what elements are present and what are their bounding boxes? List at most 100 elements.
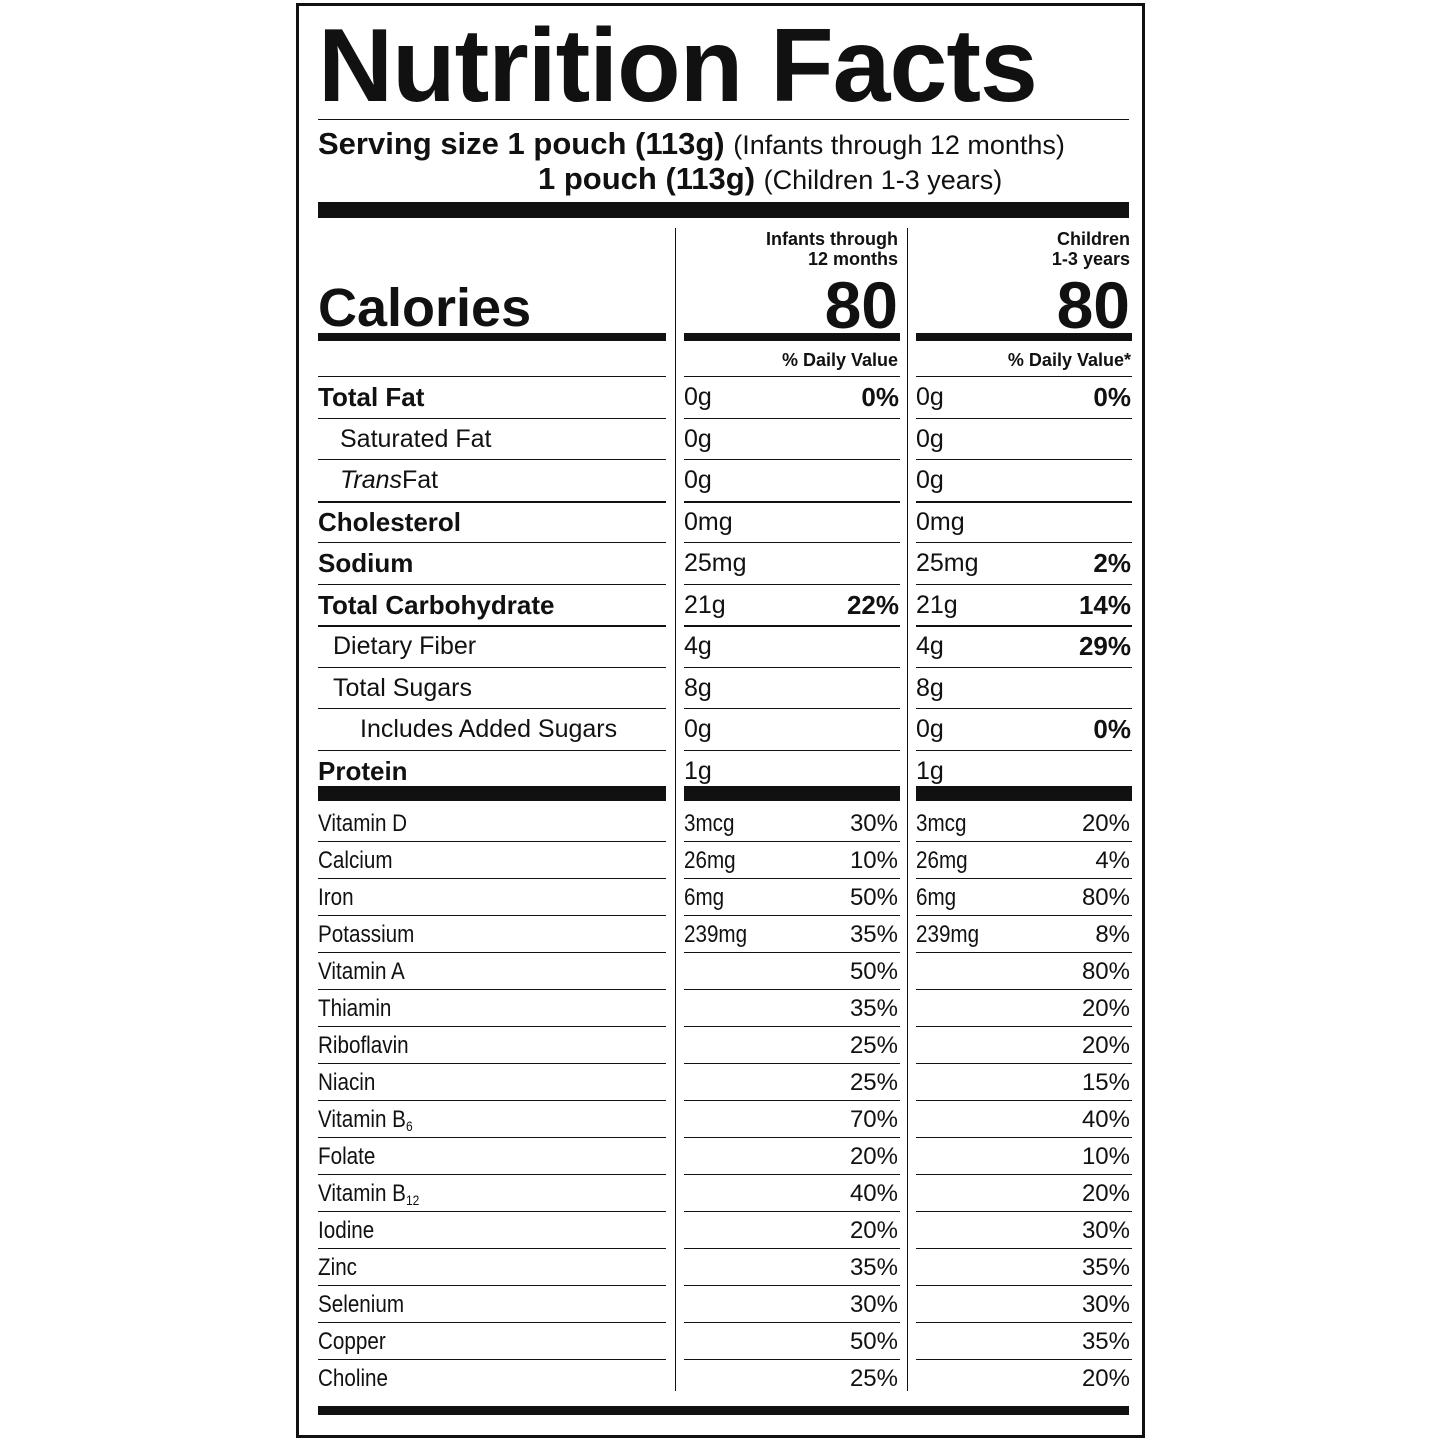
nutrient-label: Dietary Fiber (333, 632, 477, 660)
vitamin-label-text: Copper (318, 1328, 386, 1355)
vitamin-percent-children: 20% (1081, 1365, 1130, 1392)
vitamin-percent-children: 30% (1081, 1291, 1130, 1318)
nutrient-percent-children: 0% (1093, 714, 1131, 744)
vitamin-label-text: Vitamin A (318, 958, 405, 985)
nutrient-amount-infants: 25mg (684, 549, 747, 577)
vitamin-label-text: Calcium (318, 847, 393, 874)
vitamin-amount-children: 6mg (916, 884, 957, 911)
vitamin-thick-divider-label (318, 786, 666, 801)
vitamin-label-subscript: 6 (405, 1118, 413, 1134)
daily-value-divider (318, 376, 666, 377)
vitamin-divider (318, 989, 666, 990)
vitamin-divider (318, 915, 666, 916)
vitamin-label-text: Thiamin (318, 995, 392, 1022)
vitamin-divider (684, 1248, 900, 1249)
vitamin-label-text: Iron (318, 884, 354, 911)
vitamin-row: Folate 20% 10% (0, 1138, 1445, 1175)
vitamin-percent-infants: 50% (849, 884, 898, 911)
vitamin-percent-infants: 25% (849, 1365, 898, 1392)
nutrient-amount-children: 21g (916, 590, 958, 619)
nutrient-amount-children: 4g (916, 632, 944, 660)
vitamin-percent-children: 15% (1081, 1069, 1130, 1096)
nutrient-divider (318, 500, 666, 503)
nutrient-divider (916, 542, 1132, 543)
vitamin-percent-children: 35% (1081, 1328, 1130, 1355)
nutrient-divider (684, 708, 900, 709)
nutrient-label: Includes Added Sugars (360, 715, 618, 743)
calories-infants: 80 (824, 268, 898, 342)
vitamin-label-text: Potassium (318, 921, 415, 948)
nutrient-label: Sodium (318, 548, 414, 578)
nutrient-row: Dietary Fiber 4g 4g 29% (0, 626, 1445, 666)
vitamin-divider (684, 1100, 900, 1101)
vitamin-divider (684, 1026, 900, 1027)
nutrient-row: Total Carbohydrate 21g 22% 21g 14% (0, 585, 1445, 625)
vitamin-label: Calcium (318, 842, 393, 879)
nutrient-divider (318, 625, 666, 627)
vitamin-label: Vitamin A (318, 953, 405, 990)
vitamin-percent-infants: 35% (849, 1254, 898, 1281)
vitamin-percent-children: 4% (1095, 847, 1130, 874)
nutrient-label-suffix: Fat (402, 466, 439, 494)
vitamin-divider (684, 1322, 900, 1323)
nutrient-percent-infants: 22% (846, 589, 899, 620)
nutrient-amount-infants: 8g (684, 673, 712, 702)
nutrition-facts-panel (296, 3, 1145, 1438)
daily-value-divider-children (916, 376, 1132, 377)
vitamin-percent-infants: 25% (849, 1069, 898, 1096)
nutrient-amount-children: 0g (916, 424, 944, 453)
vitamin-percent-children: 8% (1095, 921, 1130, 948)
serving-group-infants: (Infants through 12 months) (733, 130, 1065, 160)
nutrient-label: Total Carbohydrate (318, 589, 555, 620)
nutrient-divider (916, 749, 1132, 751)
vitamin-percent-infants: 40% (849, 1180, 898, 1207)
nutrient-amount-children: 0g (916, 383, 944, 411)
vitamin-label: Potassium (318, 916, 414, 953)
nutrient-label: Total Fat (318, 382, 425, 412)
nutrient-row: Total Fat 0g 0% 0g 0% (0, 377, 1445, 417)
vitamin-divider (916, 989, 1132, 990)
vitamin-label: Folate (318, 1138, 375, 1175)
vitamin-percent-children: 80% (1081, 884, 1130, 911)
vitamin-divider (916, 1063, 1132, 1064)
vitamin-thick-divider-infants (684, 786, 900, 801)
infants-column-header: Infants through 12 months (684, 229, 898, 269)
vitamin-divider (684, 989, 900, 990)
column-separator-1 (675, 228, 676, 1391)
vitamin-amount-infants: 26mg (684, 847, 736, 874)
nutrient-percent-infants (684, 668, 899, 708)
nutrient-percent-children (916, 419, 1131, 459)
nutrient-divider (916, 708, 1132, 709)
vitamin-percent-infants: 20% (849, 1143, 898, 1170)
vitamin-label: Riboflavin (318, 1027, 409, 1064)
vitamin-row: Zinc 35% 35% (0, 1249, 1445, 1286)
vitamin-label: Choline (318, 1360, 388, 1397)
infants-header-line2: 12 months (807, 249, 898, 269)
children-header-line1: Children (1056, 229, 1130, 249)
nutrient-percent-infants (684, 460, 899, 500)
serving-size-label: Serving size (318, 126, 499, 161)
vitamin-row: Riboflavin 25% 20% (0, 1027, 1445, 1064)
nutrient-percent-infants (684, 709, 899, 749)
vitamin-row: Iron 6mg 50% 6mg 80% (0, 879, 1445, 916)
nutrient-amount-children: 0g (916, 715, 944, 743)
nutrient-amount-children: 8g (916, 673, 944, 702)
nutrient-row: Sodium 25mg 25mg 2% (0, 543, 1445, 583)
nutrient-divider (318, 708, 666, 709)
vitamin-label-text: Vitamin B (318, 1180, 406, 1207)
vitamin-divider (916, 1285, 1132, 1286)
vitamin-percent-infants: 30% (849, 810, 898, 837)
vitamin-divider (916, 952, 1132, 953)
vitamin-label: Vitamin D (318, 805, 407, 842)
serving-thick-divider (318, 202, 1129, 218)
calories-children: 80 (1056, 268, 1130, 342)
nutrient-divider (684, 459, 900, 460)
vitamin-divider (916, 1026, 1132, 1027)
nutrient-amount-infants: 1g (684, 756, 712, 785)
nutrient-percent-children: 14% (1078, 589, 1131, 620)
nutrient-amount-infants: 0g (684, 466, 712, 494)
nutrient-amount-infants: 4g (684, 632, 712, 660)
vitamin-divider (916, 1100, 1132, 1101)
vitamin-percent-infants: 50% (849, 1328, 898, 1355)
daily-value-header-children: % Daily Value* (1007, 350, 1131, 370)
